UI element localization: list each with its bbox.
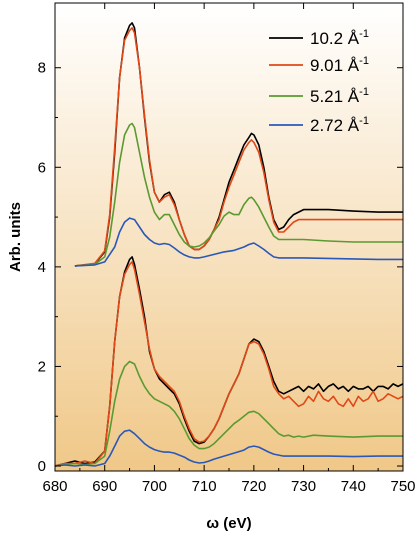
legend-label-sup: -1: [359, 28, 369, 40]
legend: 10.2 Å-1 9.01 Å-1 5.21 Å-1 2.72 Å-1: [269, 28, 369, 135]
legend-entry: 2.72 Å-1: [269, 115, 369, 135]
x-tick-label: 690: [92, 478, 117, 495]
series-line-6: [55, 360, 403, 467]
legend-label-5.21: 5.21 Å-1: [310, 86, 369, 106]
y-tick-label: 0: [38, 458, 46, 475]
x-tick-label: 710: [192, 478, 217, 495]
series-line-2: [74, 122, 403, 267]
y-tick-label: 8: [38, 60, 46, 77]
x-tick-label: 740: [341, 478, 366, 495]
x-tick-label: 700: [142, 478, 167, 495]
axis-ticks: 680 690 700 710 720 730 740 750 0 2 4 6 8: [38, 3, 416, 495]
legend-label-main: 2.72 Å: [310, 116, 360, 135]
legend-label-2.72: 2.72 Å-1: [310, 115, 369, 135]
x-tick-label: 680: [42, 478, 67, 495]
x-axis-label: ω (eV): [206, 515, 251, 532]
legend-label-9.01: 9.01 Å-1: [310, 55, 369, 75]
y-tick-label: 6: [38, 159, 46, 176]
x-tick-label: 720: [241, 478, 266, 495]
legend-label-main: 5.21 Å: [310, 87, 360, 106]
series-line-3: [74, 217, 403, 267]
legend-label-10.2: 10.2 Å-1: [310, 28, 369, 48]
y-axis-label: Arb. units: [7, 202, 24, 272]
y-tick-label: 2: [38, 358, 46, 375]
legend-entry: 10.2 Å-1: [269, 28, 369, 48]
legend-label-sup: -1: [359, 115, 369, 127]
series-layer: [55, 22, 403, 467]
series-line-7: [55, 429, 403, 467]
y-tick-label: 4: [38, 259, 46, 276]
legend-label-main: 9.01 Å: [310, 56, 360, 75]
legend-label-sup: -1: [359, 86, 369, 98]
x-tick-label: 750: [390, 478, 415, 495]
legend-entry: 9.01 Å-1: [269, 55, 369, 75]
legend-entry: 5.21 Å-1: [269, 86, 369, 106]
x-tick-label: 730: [291, 478, 316, 495]
legend-label-sup: -1: [359, 55, 369, 67]
series-line-5: [55, 261, 403, 467]
legend-label-main: 10.2 Å: [310, 29, 360, 48]
